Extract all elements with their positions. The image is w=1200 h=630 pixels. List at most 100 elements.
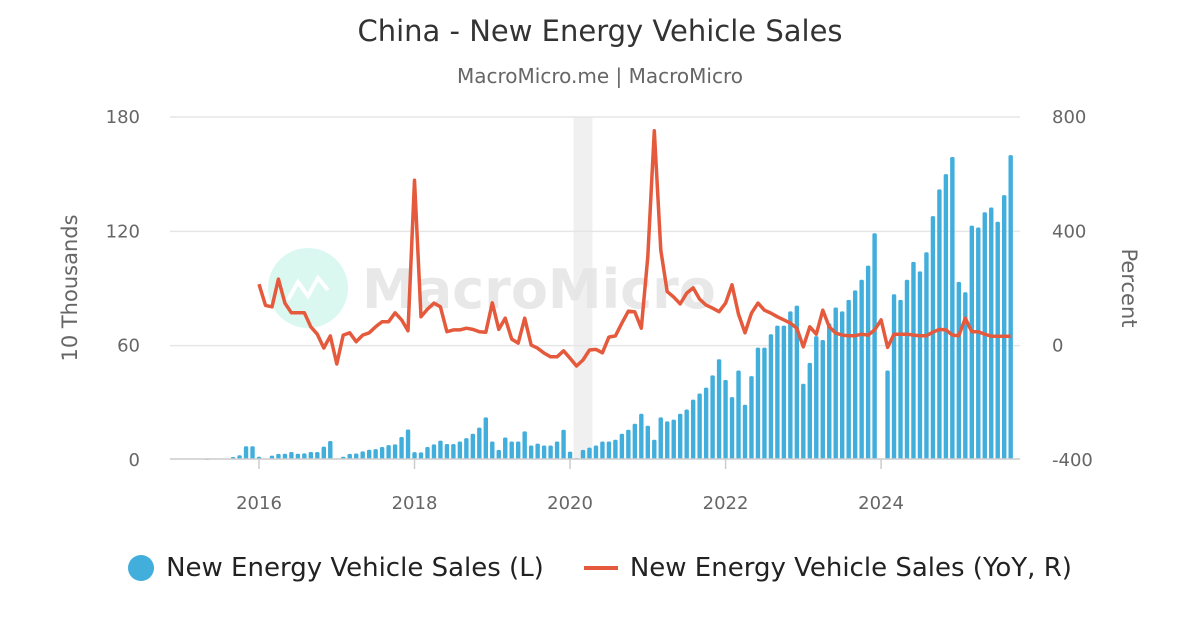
sales-bar[interactable] xyxy=(891,294,897,459)
sales-bar[interactable] xyxy=(295,453,301,459)
sales-bar[interactable] xyxy=(989,207,994,459)
sales-bar[interactable] xyxy=(386,445,391,459)
sales-bar[interactable] xyxy=(950,157,955,459)
sales-bar[interactable] xyxy=(554,441,560,459)
sales-bar[interactable] xyxy=(801,383,806,459)
sales-bar[interactable] xyxy=(846,299,851,459)
sales-bar[interactable] xyxy=(561,429,566,459)
sales-bar[interactable] xyxy=(269,455,275,459)
sales-bar[interactable] xyxy=(360,451,365,459)
sales-bar[interactable] xyxy=(775,325,780,459)
sales-bar[interactable] xyxy=(852,290,858,459)
sales-bar[interactable] xyxy=(522,431,527,459)
legend-item-yoy[interactable]: New Energy Vehicle Sales (YoY, R) xyxy=(583,553,1072,583)
sales-bar[interactable] xyxy=(742,404,748,459)
sales-bar[interactable] xyxy=(580,449,586,459)
sales-bar[interactable] xyxy=(412,452,417,459)
sales-bar[interactable] xyxy=(833,307,838,459)
sales-bar[interactable] xyxy=(995,221,1000,459)
sales-bar[interactable] xyxy=(885,370,890,459)
sales-bar[interactable] xyxy=(814,336,819,459)
sales-bar[interactable] xyxy=(904,279,910,459)
sales-bar[interactable] xyxy=(956,281,962,459)
sales-bar[interactable] xyxy=(567,451,573,459)
sales-bar[interactable] xyxy=(762,347,767,459)
sales-bar[interactable] xyxy=(943,174,949,459)
sales-bar[interactable] xyxy=(626,429,631,459)
sales-bar[interactable] xyxy=(937,189,942,459)
sales-bar[interactable] xyxy=(827,323,832,459)
sales-bar[interactable] xyxy=(703,387,709,459)
sales-bar[interactable] xyxy=(716,359,722,459)
sales-bar[interactable] xyxy=(250,446,255,459)
sales-bar[interactable] xyxy=(671,419,676,459)
sales-bar[interactable] xyxy=(969,225,974,459)
sales-bar[interactable] xyxy=(315,451,320,459)
sales-bar[interactable] xyxy=(963,292,968,459)
sales-bar[interactable] xyxy=(503,437,508,459)
sales-bar[interactable] xyxy=(528,445,534,459)
sales-bar[interactable] xyxy=(451,443,456,459)
legend-item-sales[interactable]: New Energy Vehicle Sales (L) xyxy=(128,553,544,583)
sales-bar[interactable] xyxy=(600,441,605,459)
sales-bar[interactable] xyxy=(516,441,521,459)
sales-bar[interactable] xyxy=(477,427,482,459)
sales-bar[interactable] xyxy=(379,447,385,459)
sales-bar[interactable] xyxy=(729,397,735,459)
sales-bar[interactable] xyxy=(535,443,540,459)
sales-bar[interactable] xyxy=(723,379,728,459)
sales-bar[interactable] xyxy=(665,421,670,459)
sales-bar[interactable] xyxy=(1008,155,1013,459)
sales-bar[interactable] xyxy=(243,446,249,459)
sales-bar[interactable] xyxy=(710,375,715,459)
sales-bar[interactable] xyxy=(237,455,242,459)
sales-bar[interactable] xyxy=(289,451,294,459)
sales-bar[interactable] xyxy=(619,433,625,459)
sales-bar[interactable] xyxy=(632,423,638,459)
sales-bar[interactable] xyxy=(276,453,281,459)
sales-bar[interactable] xyxy=(405,429,411,459)
sales-bar[interactable] xyxy=(788,311,793,459)
sales-bar[interactable] xyxy=(328,440,333,459)
sales-bar[interactable] xyxy=(496,449,501,459)
sales-bar[interactable] xyxy=(755,347,761,459)
sales-bar[interactable] xyxy=(794,305,800,459)
sales-bar[interactable] xyxy=(658,417,663,459)
sales-bar[interactable] xyxy=(872,233,877,459)
sales-bar[interactable] xyxy=(840,311,845,459)
sales-bar[interactable] xyxy=(645,425,650,459)
sales-bar[interactable] xyxy=(697,393,702,459)
sales-bar[interactable] xyxy=(373,449,378,459)
sales-bar[interactable] xyxy=(865,265,871,459)
sales-bar[interactable] xyxy=(690,399,696,459)
sales-bar[interactable] xyxy=(678,413,683,459)
sales-bar[interactable] xyxy=(613,439,618,459)
sales-bar[interactable] xyxy=(593,445,599,459)
sales-bar[interactable] xyxy=(1002,195,1007,459)
sales-bar[interactable] xyxy=(509,441,514,459)
sales-bar[interactable] xyxy=(736,370,741,459)
sales-bar[interactable] xyxy=(418,452,424,459)
sales-bar[interactable] xyxy=(392,444,398,459)
sales-bar[interactable] xyxy=(457,441,463,459)
sales-bar[interactable] xyxy=(749,376,754,459)
sales-bar[interactable] xyxy=(924,252,929,459)
sales-bar[interactable] xyxy=(898,299,903,459)
sales-bar[interactable] xyxy=(399,436,404,459)
sales-bar[interactable] xyxy=(282,453,288,459)
sales-bar[interactable] xyxy=(606,441,612,459)
sales-bar[interactable] xyxy=(976,227,981,459)
sales-bar[interactable] xyxy=(425,447,430,459)
sales-bar[interactable] xyxy=(587,447,592,459)
sales-bar[interactable] xyxy=(438,440,443,459)
sales-bar[interactable] xyxy=(321,446,326,459)
sales-bar[interactable] xyxy=(366,449,372,459)
sales-bar[interactable] xyxy=(431,444,437,459)
sales-bar[interactable] xyxy=(464,438,469,459)
sales-bar[interactable] xyxy=(684,409,689,459)
sales-bar[interactable] xyxy=(917,271,923,459)
sales-bar[interactable] xyxy=(548,445,553,459)
sales-bar[interactable] xyxy=(911,261,916,459)
sales-bar[interactable] xyxy=(444,443,450,459)
sales-bar[interactable] xyxy=(807,362,812,459)
